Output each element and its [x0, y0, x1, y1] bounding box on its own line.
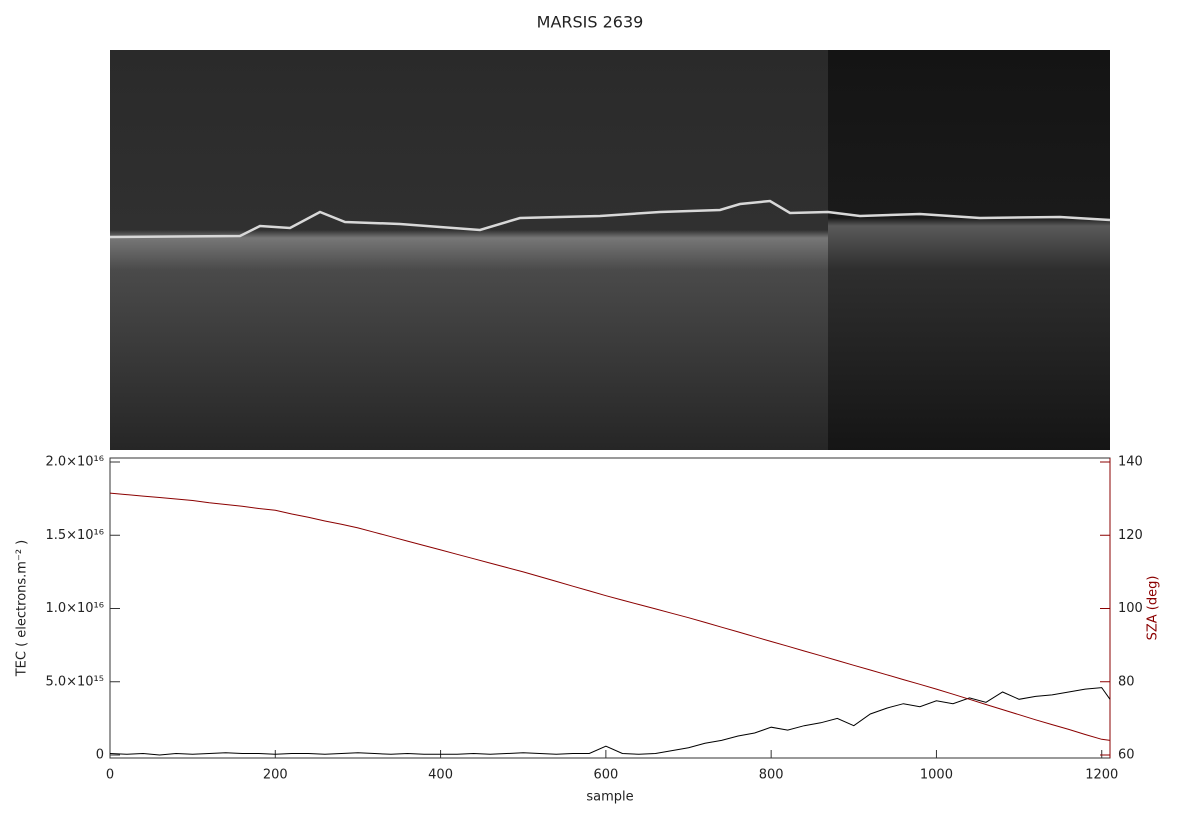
y2-axis-label: SZA (deg): [1146, 576, 1161, 641]
y-tick-label: 2.0×10¹⁶: [45, 455, 104, 470]
y-tick-label: 1.0×10¹⁶: [45, 601, 104, 616]
y-tick-label: 0: [96, 748, 104, 763]
y2-tick-label: 60: [1118, 748, 1135, 763]
x-tick-label: 800: [759, 768, 784, 783]
y2-tick-label: 100: [1118, 601, 1143, 616]
y-axis-label: TEC ( electrons.m⁻² ): [15, 540, 30, 678]
x-tick-label: 200: [263, 768, 288, 783]
x-tick-label: 0: [106, 768, 114, 783]
y-tick-label: 5.0×10¹⁵: [45, 674, 104, 689]
x-tick-label: 1200: [1085, 768, 1118, 783]
radargram: [109, 50, 1111, 450]
y2-tick-label: 120: [1118, 528, 1143, 543]
x-tick-label: 600: [593, 768, 618, 783]
y-tick-label: 1.5×10¹⁶: [45, 528, 104, 543]
plot-frame: [109, 457, 1111, 759]
chart-title: MARSIS 2639: [537, 13, 644, 32]
y2-tick-label: 80: [1118, 674, 1135, 689]
x-tick-label: 1000: [920, 768, 953, 783]
y2-tick-label: 140: [1118, 455, 1143, 470]
x-axis-label: sample: [586, 790, 633, 805]
x-tick-label: 400: [428, 768, 453, 783]
series-line: [109, 687, 1111, 756]
series-line: [109, 492, 1111, 741]
